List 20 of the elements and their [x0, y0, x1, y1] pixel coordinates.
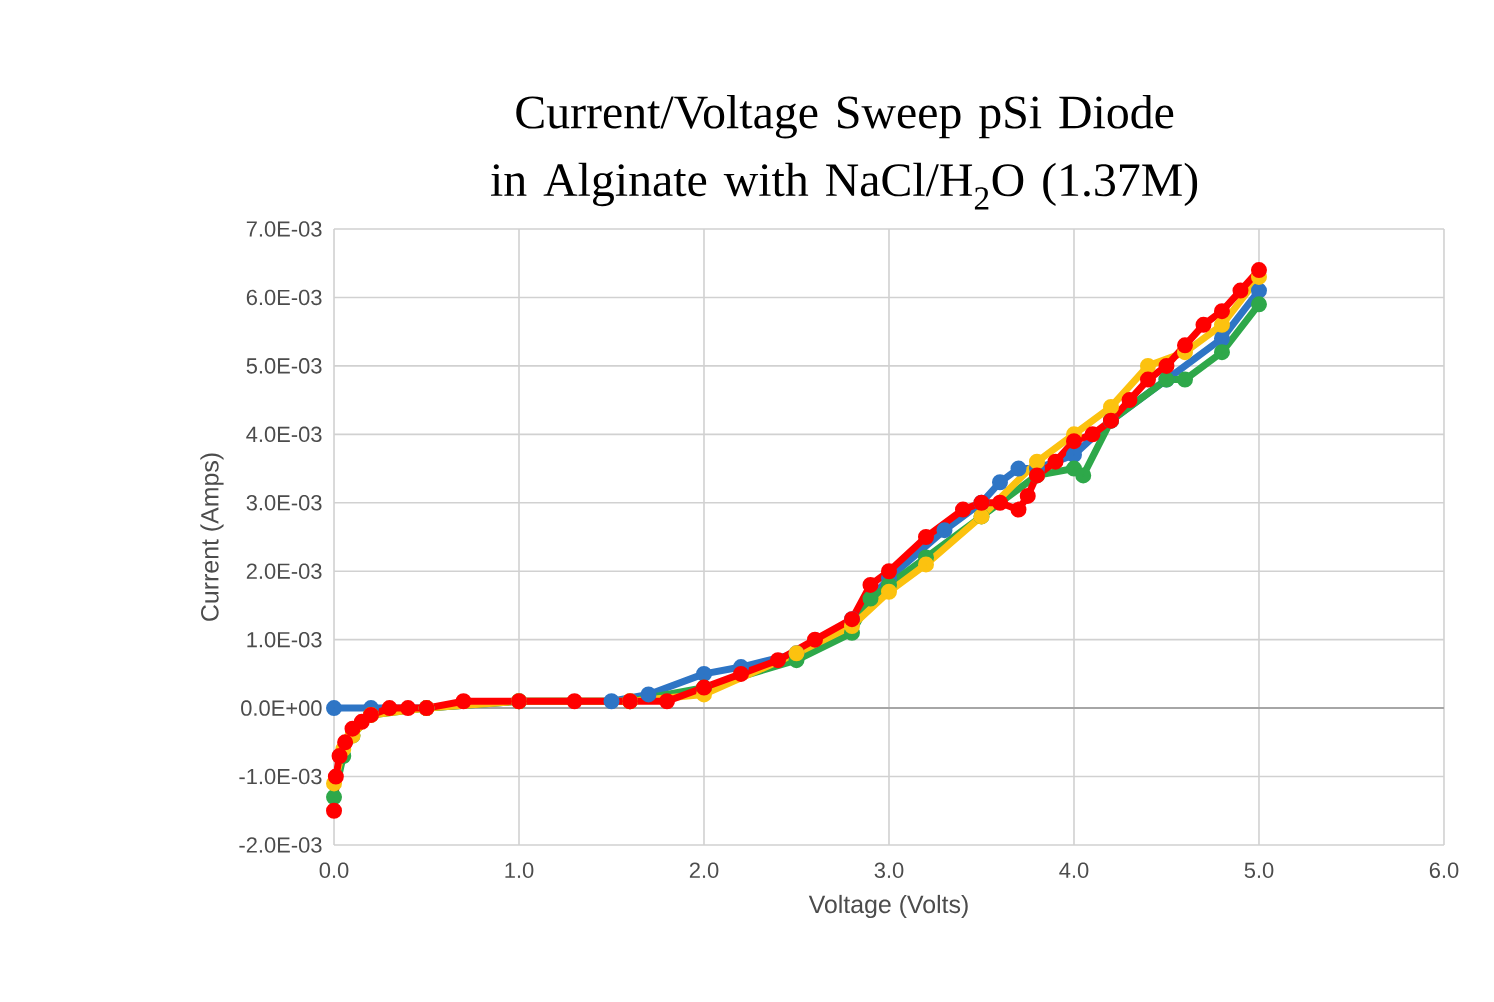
x-tick-label: 0.0 [319, 862, 349, 879]
y-tick-label: 7.0E-03 [246, 221, 322, 237]
x-tick-label: 4.0 [1059, 862, 1089, 879]
x-tick-label: 6.0 [1429, 862, 1459, 879]
y-tick-label: 4.0E-03 [246, 426, 322, 443]
y-tick-label: 2.0E-03 [246, 563, 322, 579]
x-tick-label: 2.0 [689, 862, 719, 879]
x-tick-label: 1.0 [505, 862, 534, 879]
x-tick-label: 5.0 [1244, 862, 1274, 879]
y-tick-label: -1.0E-03 [239, 768, 322, 785]
y-tick-label: 1.0E-03 [247, 631, 322, 648]
y-tick-label: 6.0E-03 [246, 289, 322, 306]
chart-title: Current/Voltage Sweep pSi Diode in Alginate with NaCl/H$_{2}$O (1.37M) [490, 94, 1198, 210]
y-axis-title: Current (Amps) [200, 453, 224, 621]
x-axis-title: Voltage (Volts) [808, 894, 968, 919]
y-tick-label: 3.0E-03 [246, 495, 322, 511]
y-tick-label: -2.0E-03 [239, 837, 322, 853]
y-tick-label: 5.0E-03 [246, 358, 322, 374]
y-tick-label: 0.0E+00 [241, 700, 322, 716]
x-tick-label: 3.0 [874, 862, 904, 879]
